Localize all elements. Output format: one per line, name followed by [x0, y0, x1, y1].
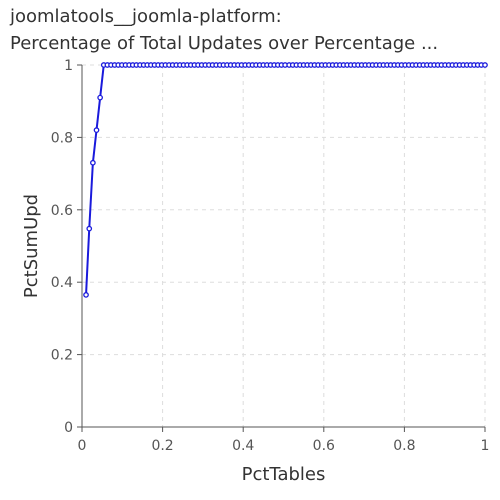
data-point[interactable] — [90, 159, 96, 166]
x-tick-label: 0 — [78, 438, 87, 454]
y-tick-label: 0.6 — [51, 203, 73, 219]
x-tick-label: 0.8 — [393, 438, 415, 454]
y-tick-label: 1 — [64, 58, 73, 74]
tick-labels: 0 0.2 0.4 0.6 0.8 1 0 0.2 0.4 0.6 0.8 1 — [51, 58, 490, 454]
axes — [77, 64, 486, 432]
series-group — [83, 62, 488, 298]
y-tick-label: 0.8 — [51, 130, 73, 146]
data-point[interactable] — [93, 127, 100, 134]
y-axis-title: PctSumUpd — [21, 194, 42, 298]
x-tick-label: 0.2 — [151, 438, 173, 454]
y-tick-label: 0.2 — [51, 348, 73, 364]
y-tick-label: 0 — [64, 420, 73, 436]
data-point[interactable] — [86, 225, 93, 232]
data-point[interactable] — [482, 62, 488, 68]
data-point[interactable] — [83, 292, 89, 298]
x-tick-label: 0.6 — [313, 438, 335, 454]
data-point[interactable] — [97, 94, 103, 101]
y-tick-label: 0.4 — [51, 275, 73, 291]
x-tick-label: 0.4 — [232, 438, 254, 454]
grid — [82, 64, 486, 427]
chart-title-line-1: joomlatools__joomla-platform: — [10, 6, 282, 27]
x-axis-title: PctTables — [242, 464, 326, 485]
series-line — [85, 64, 485, 295]
x-tick-label: 1 — [481, 438, 490, 454]
chart-title-line-2: Percentage of Total Updates over Percent… — [10, 33, 439, 54]
